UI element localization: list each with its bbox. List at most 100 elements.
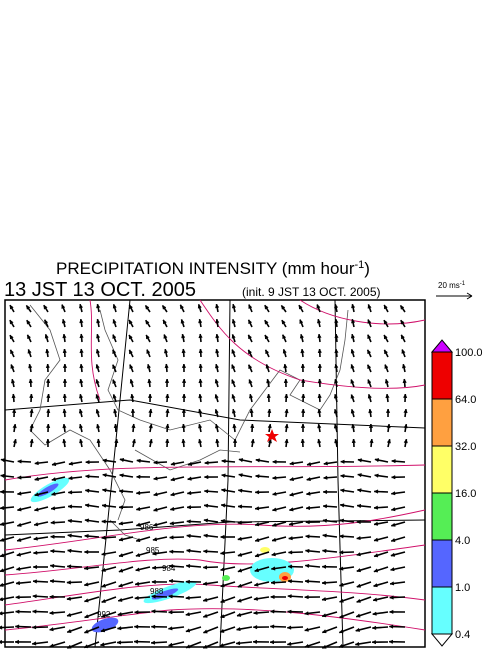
wind-arrow-head: [101, 583, 107, 588]
wind-arrow-head: [99, 642, 105, 647]
wind-arrow-head: [66, 612, 72, 617]
wind-arrow-head: [12, 423, 17, 429]
wind-arrow-head: [136, 458, 141, 464]
wind-arrow-head: [338, 550, 344, 555]
wind-arrow-head: [186, 533, 191, 539]
wind-arrow-head: [135, 506, 141, 512]
wind-arrow-head: [79, 378, 84, 384]
wind-arrow-head: [214, 378, 219, 384]
wind-arrow-head: [351, 423, 356, 429]
isobar: [4, 464, 426, 481]
wind-arrow-head: [351, 303, 356, 309]
wind-arrow-head: [112, 318, 117, 324]
wind-arrow-head: [220, 534, 225, 540]
wind-arrow-head: [286, 609, 292, 614]
lat-line: [4, 399, 426, 429]
wind-arrow-head: [44, 333, 49, 339]
wind-arrow-head: [334, 348, 339, 354]
wind-arrow-head: [170, 461, 176, 466]
wind-arrow-head: [317, 333, 322, 339]
isobar-label: 986: [140, 523, 154, 532]
isobar-label: 988: [150, 587, 164, 596]
wind-arrow-head: [202, 644, 208, 649]
wind-arrow-head: [186, 490, 192, 496]
wind-arrow-head: [79, 333, 84, 339]
wind-arrow-head: [79, 348, 84, 354]
wind-arrow-head: [16, 537, 22, 542]
wind-arrow-head: [350, 333, 356, 339]
wind-arrow-head: [11, 408, 17, 413]
wind-arrow-head: [237, 504, 242, 509]
wind-arrow-head: [44, 319, 49, 325]
wind-arrow-head: [238, 473, 243, 478]
wind-arrow-head: [321, 613, 327, 618]
wind-arrow-head: [389, 567, 395, 572]
wind-arrow-head: [9, 304, 14, 310]
wind-arrow-head: [355, 613, 361, 618]
wind-arrow-head: [45, 423, 51, 428]
wind-arrow-head: [49, 579, 54, 584]
wind-arrow-head: [165, 393, 170, 399]
wind-arrow-head: [131, 423, 136, 429]
wind-arrow-head: [45, 378, 51, 383]
wind-arrow-head: [267, 408, 272, 413]
wind-arrow-head: [84, 533, 89, 539]
wind-arrow-head: [390, 507, 396, 512]
wind-arrow-head: [129, 364, 134, 369]
wind-arrow-head: [367, 318, 372, 324]
wind-arrow-head: [46, 408, 51, 413]
wind-arrow-head: [322, 533, 327, 538]
wind-arrow-head: [388, 624, 394, 629]
wind-arrow-head: [66, 548, 72, 554]
wind-arrow-head: [299, 319, 304, 324]
wind-arrow-head: [101, 551, 106, 556]
wind-arrow-head: [390, 552, 396, 557]
wind-arrow-head: [148, 423, 153, 429]
wind-arrow-head: [50, 491, 56, 496]
wind-arrow-head: [304, 627, 309, 632]
wind-arrow-head: [101, 567, 106, 572]
wind-arrow-head: [135, 522, 141, 527]
wind-arrow-head: [51, 477, 57, 482]
wind-arrow-head: [373, 505, 378, 510]
wind-arrow-head: [317, 438, 322, 444]
wind-arrow-head: [135, 474, 141, 480]
wind-arrow-head: [9, 319, 14, 325]
wind-arrow-head: [169, 521, 174, 526]
wind-arrow-head: [384, 364, 389, 369]
isobar: [4, 583, 426, 606]
wind-arrow-head: [170, 477, 176, 482]
wind-arrow-head: [253, 582, 259, 587]
wind-arrow-head: [367, 393, 372, 399]
wind-arrow-head: [287, 594, 292, 599]
wind-arrow-head: [181, 348, 186, 354]
wind-arrow-head: [32, 564, 38, 570]
wind-arrow-head: [118, 553, 124, 558]
wind-arrow-head: [180, 304, 185, 310]
wind-arrow-head: [231, 348, 236, 354]
wind-arrow-head: [0, 537, 5, 542]
wind-arrow-head: [373, 521, 379, 526]
wind-arrow-head: [266, 393, 271, 398]
wind-arrow-head: [29, 423, 34, 429]
wind-arrow-head: [371, 639, 376, 645]
wind-arrow-head: [117, 597, 123, 602]
wind-vectors: [0, 303, 408, 649]
wind-arrow-head: [252, 639, 257, 645]
wind-arrow-head: [148, 438, 153, 444]
wind-arrow-head: [29, 438, 34, 444]
wind-arrow-head: [181, 438, 186, 444]
wind-arrow-head: [254, 506, 260, 511]
colorbar-label: 32.0: [455, 441, 476, 453]
wind-arrow-head: [334, 303, 339, 309]
wind-arrow-head: [113, 423, 118, 428]
wind-arrow-head: [231, 379, 236, 384]
wind-arrow-head: [367, 349, 372, 355]
wind-arrow-head: [221, 459, 226, 464]
wind-arrow-head: [231, 364, 236, 369]
wind-arrow-head: [282, 348, 287, 354]
wind-arrow-head: [16, 552, 22, 557]
wind-arrow-head: [287, 579, 292, 584]
wind-arrow-head: [96, 318, 101, 324]
wind-arrow-head: [0, 582, 4, 587]
